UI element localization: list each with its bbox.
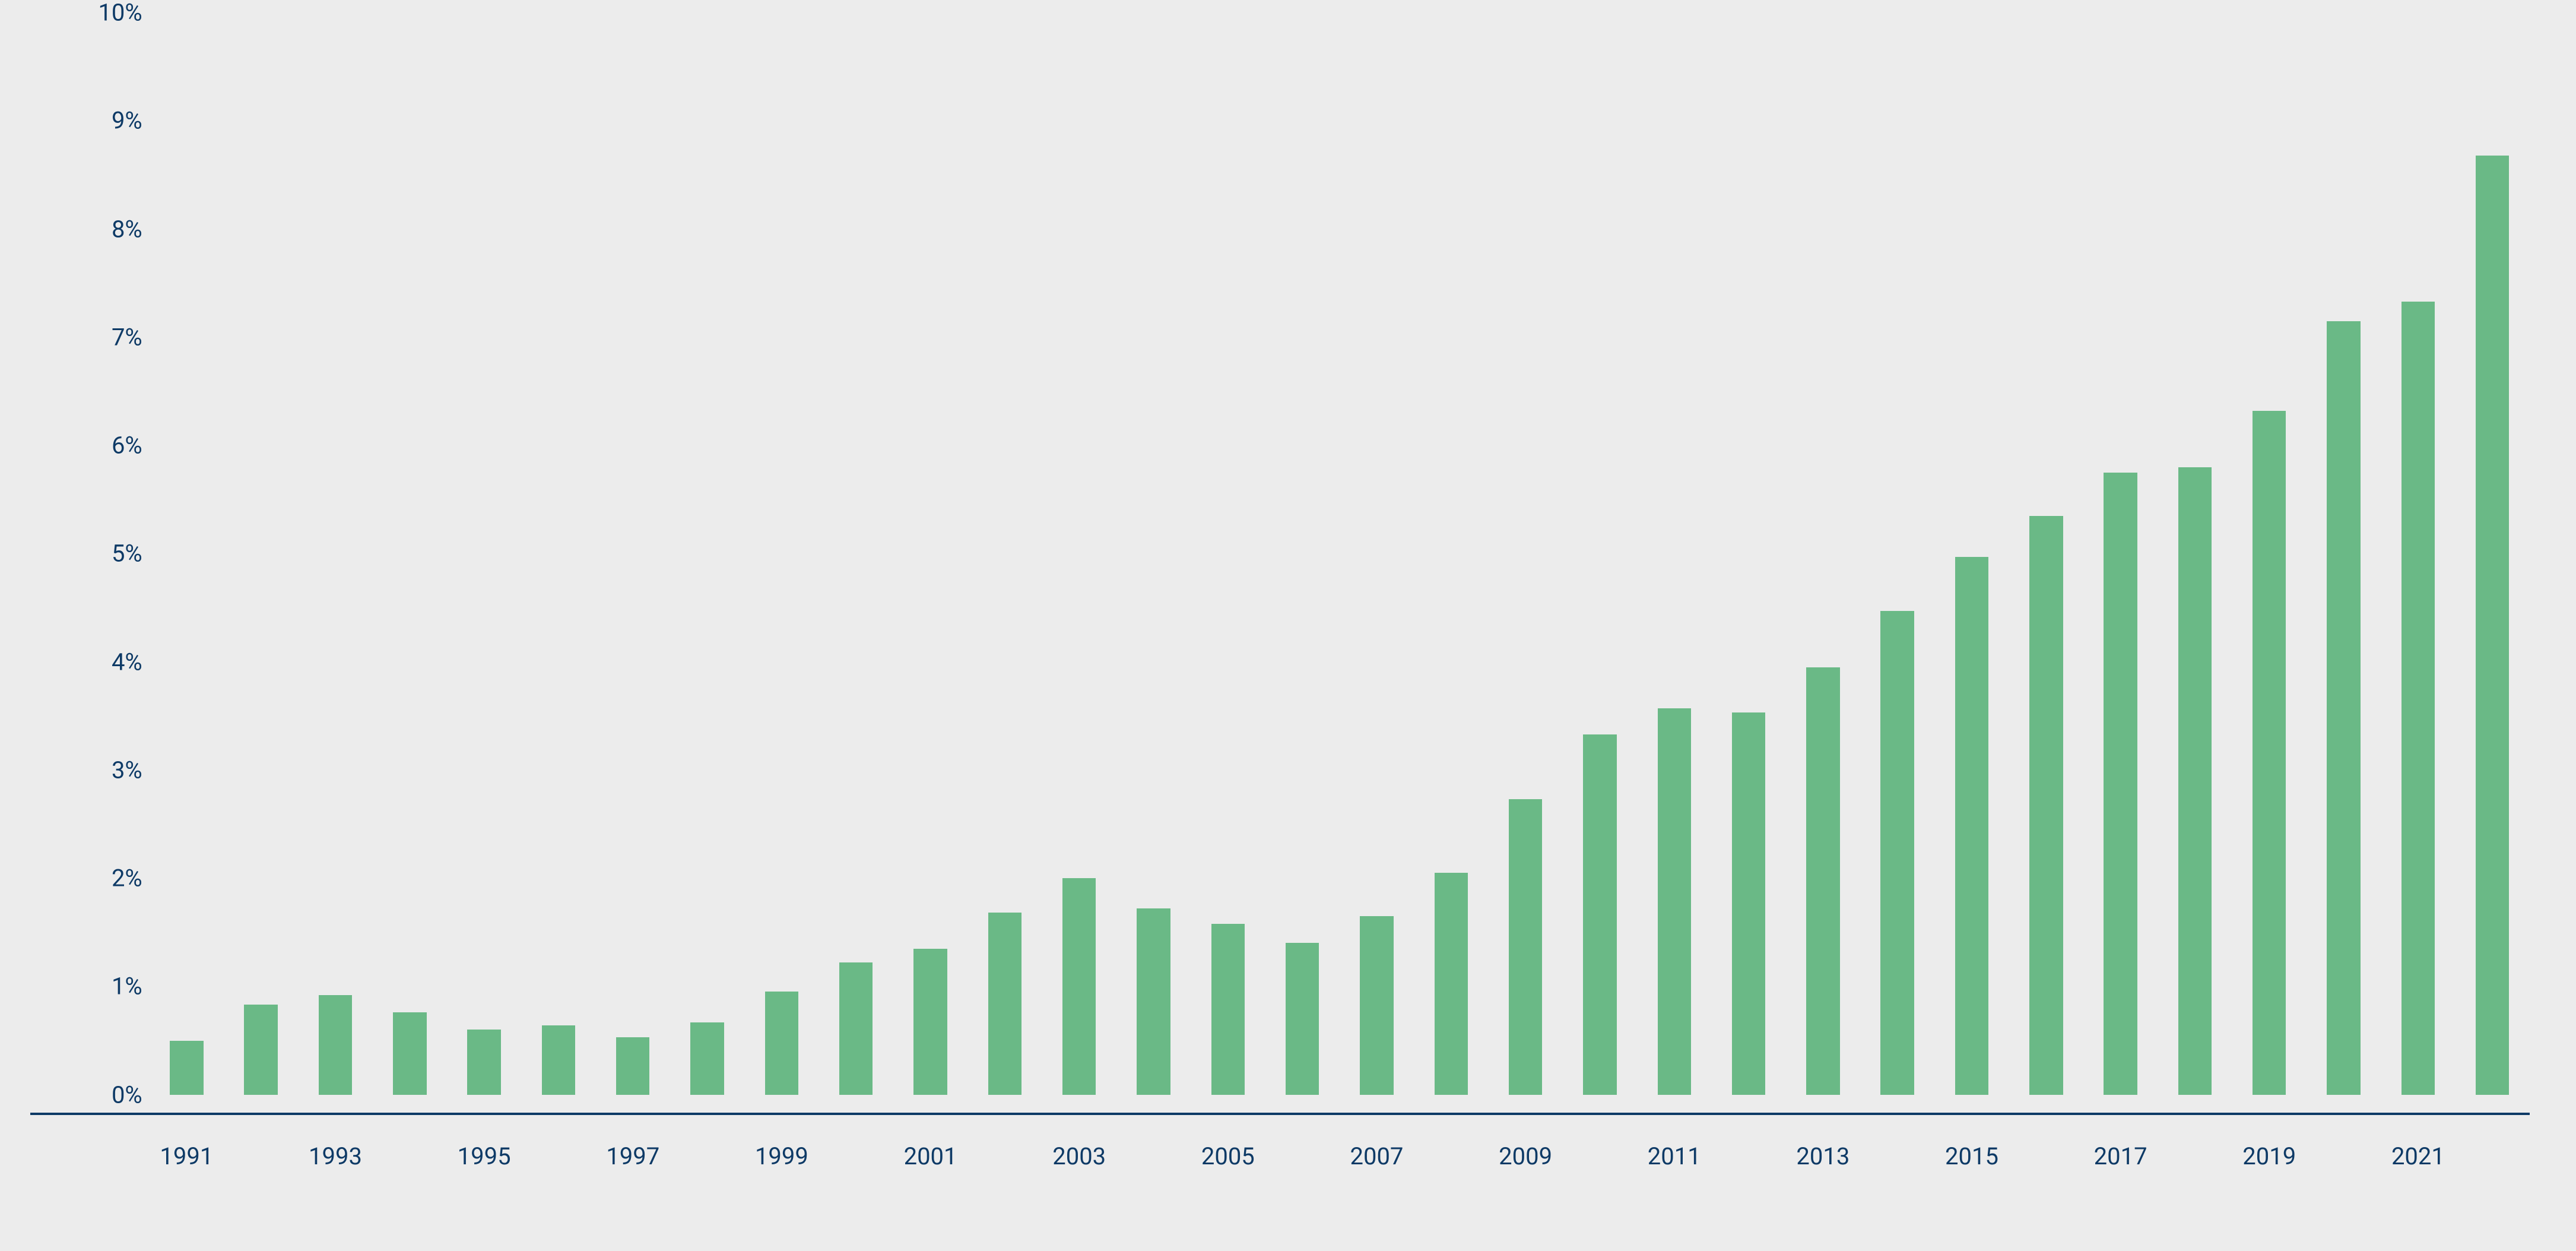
x-tick-label: 2009 (1499, 1142, 1552, 1170)
bar (244, 1005, 277, 1094)
x-tick-label: 1999 (755, 1142, 808, 1170)
bar (1435, 873, 1468, 1095)
x-axis-line (30, 1113, 2530, 1115)
bar (913, 949, 947, 1095)
x-tick-label: 2017 (2094, 1142, 2147, 1170)
bar (2029, 516, 2063, 1095)
y-tick-label: 4% (112, 648, 150, 676)
x-tick-label: 2019 (2242, 1142, 2296, 1170)
y-tick-label: 7% (112, 323, 150, 351)
bar (1360, 916, 1393, 1095)
bar (2476, 156, 2509, 1095)
x-tick-label: 1997 (606, 1142, 659, 1170)
bar (616, 1037, 649, 1095)
bar (1137, 908, 1170, 1094)
y-tick-label: 5% (112, 540, 150, 568)
bar (1583, 734, 1616, 1095)
bar (1955, 557, 1988, 1095)
bar (839, 962, 873, 1094)
y-tick-label: 2% (112, 864, 150, 892)
x-tick-label: 2005 (1201, 1142, 1255, 1170)
x-tick-label: 2007 (1350, 1142, 1403, 1170)
bar (988, 913, 1021, 1094)
bar (1806, 667, 1839, 1095)
bar (690, 1022, 724, 1095)
y-tick-label: 3% (112, 756, 150, 784)
y-tick-label: 6% (112, 432, 150, 460)
x-tick-label: 2015 (1945, 1142, 1998, 1170)
bar (1658, 708, 1691, 1095)
bar (1509, 799, 1542, 1095)
bar-chart: 0% 1% 2% 3% 4% 5% 6% 7% 8% 9% 10% 1991 1993 1995 1997 1… (0, 0, 2576, 1251)
x-tick-label: 2011 (1648, 1142, 1701, 1170)
x-tick-label: 2013 (1796, 1142, 1849, 1170)
bar (1286, 943, 1319, 1094)
bar (1880, 611, 1914, 1095)
x-tick-label: 1993 (309, 1142, 362, 1170)
y-tick-label: 9% (112, 107, 150, 135)
bar (542, 1025, 575, 1095)
bar (2401, 302, 2435, 1095)
bar (1732, 712, 1765, 1094)
y-tick-label: 0% (112, 1081, 150, 1109)
y-tick-label: 10% (98, 0, 149, 27)
x-tick-label: 2003 (1052, 1142, 1106, 1170)
bar (467, 1030, 500, 1094)
bar (2104, 473, 2137, 1095)
x-tick-label: 2021 (2391, 1142, 2445, 1170)
x-tick-label: 1991 (160, 1142, 213, 1170)
bar (2327, 321, 2360, 1095)
bar (1211, 924, 1245, 1095)
y-tick-label: 8% (112, 215, 150, 243)
bar (1062, 878, 1096, 1095)
plot-area: 0%1%2%3%4%5%6%7%8%9%10%19911993199519971… (150, 12, 2530, 1095)
bar (393, 1012, 426, 1095)
x-tick-label: 2001 (904, 1142, 957, 1170)
x-tick-label: 1995 (458, 1142, 511, 1170)
bar (2178, 467, 2212, 1095)
y-tick-label: 1% (112, 973, 150, 1000)
bar (170, 1041, 203, 1095)
bar (2253, 411, 2286, 1095)
bar (319, 995, 352, 1095)
bar (765, 992, 798, 1094)
